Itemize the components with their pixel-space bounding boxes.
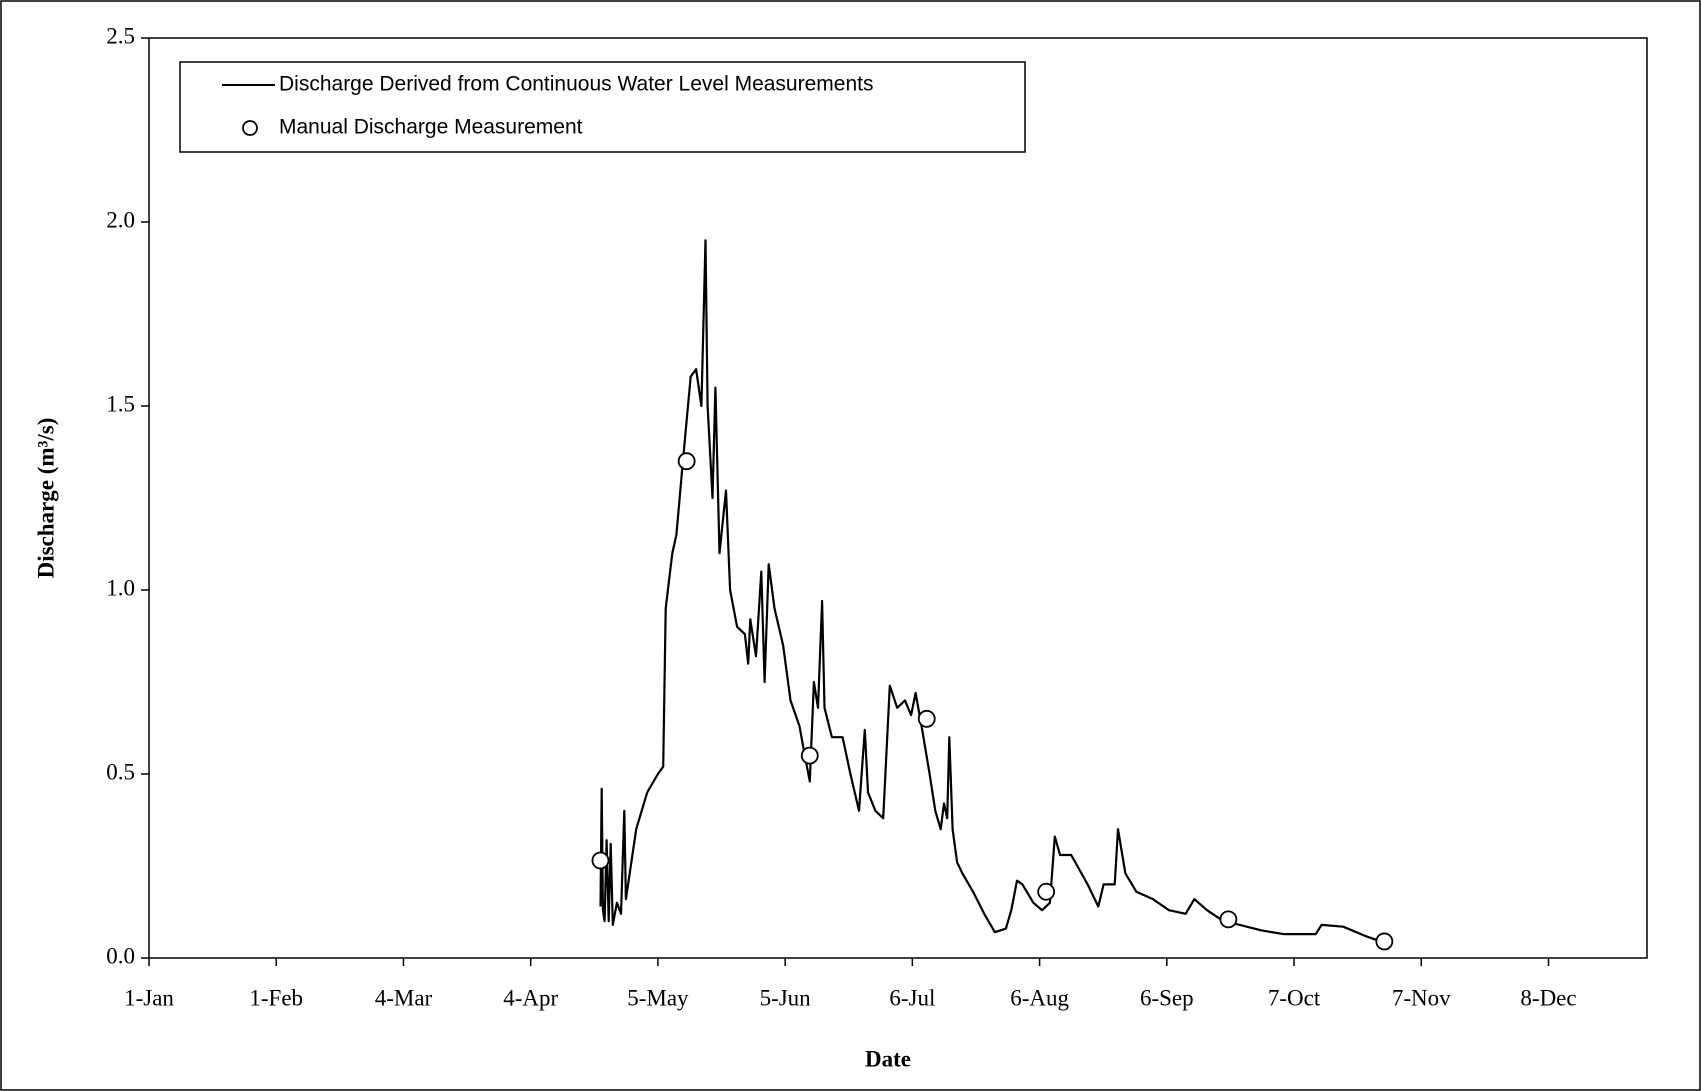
legend-box: [179, 61, 1026, 153]
x-tick-label: 6-Sep: [1140, 985, 1194, 1010]
y-axis-title: Discharge (m³/s): [33, 418, 58, 579]
data-point: [1219, 910, 1238, 929]
x-tick-label: 8-Dec: [1520, 985, 1576, 1010]
data-line: [599, 239, 1382, 943]
data-point: [591, 851, 610, 870]
data-point: [677, 452, 696, 471]
x-tick-label: 6-Jul: [889, 985, 935, 1010]
legend-label: Discharge Derived from Continuous Water …: [279, 73, 873, 96]
y-tick-label: 1.0: [106, 575, 135, 600]
x-tick-label: 7-Oct: [1268, 985, 1321, 1010]
x-tick-label: 4-Apr: [503, 985, 558, 1010]
y-tick-label: 2.0: [106, 207, 135, 232]
data-point: [1037, 882, 1056, 901]
y-tick-label: 0.5: [106, 759, 135, 784]
data-point: [917, 709, 936, 728]
x-tick-label: 4-Mar: [375, 985, 433, 1010]
y-tick-label: 0.0: [106, 943, 135, 968]
x-tick-label: 7-Nov: [1392, 985, 1451, 1010]
x-axis-title: Date: [865, 1046, 911, 1071]
legend-label: Manual Discharge Measurement: [279, 116, 583, 139]
x-tick-label: 6-Aug: [1010, 985, 1069, 1010]
data-point: [800, 746, 819, 765]
x-tick-label: 5-Jun: [760, 985, 812, 1010]
data-point: [1375, 932, 1394, 951]
x-tick-label: 5-May: [627, 985, 689, 1010]
plot-frame: [148, 37, 1648, 959]
y-tick-label: 1.5: [106, 391, 135, 416]
legend-marker: [242, 120, 258, 136]
x-tick-label: 1-Feb: [249, 985, 303, 1010]
x-tick-label: 1-Jan: [124, 985, 174, 1010]
y-tick-label: 2.5: [106, 23, 135, 48]
